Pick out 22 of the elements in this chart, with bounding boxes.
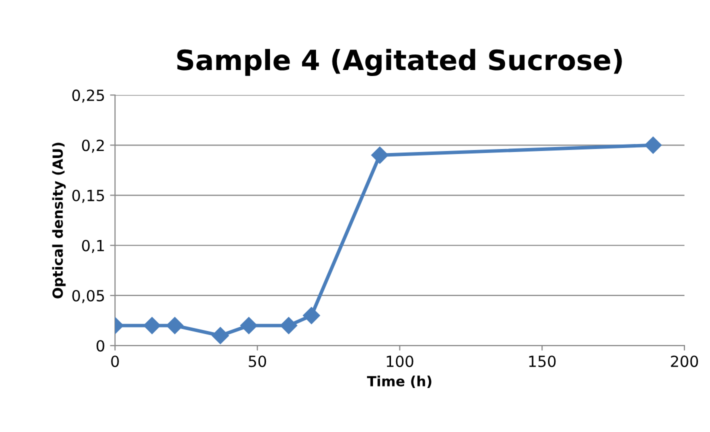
x-tick-label: 100 [386, 356, 414, 368]
y-tick-label: 0,05 [72, 290, 104, 304]
point [644, 136, 662, 154]
point [240, 317, 258, 334]
y-axis-title: Optical density (AU) [52, 142, 66, 298]
point [166, 317, 184, 334]
y-tick-label: 0,1 [82, 240, 104, 253]
point [280, 317, 298, 334]
x-tick-label: 0 [111, 356, 119, 368]
point [212, 327, 229, 344]
x-axis-title: Time (h) [367, 376, 432, 388]
x-tick-label: 150 [529, 356, 556, 368]
point [143, 317, 161, 334]
point [302, 306, 320, 324]
y-tick-label: 0,15 [72, 190, 104, 203]
y-tick-label: 0,25 [72, 90, 104, 103]
point [371, 146, 388, 164]
x-tick-label: 200 [670, 356, 698, 368]
chart-title: Sample 4 (Agitated Sucrose) [177, 48, 622, 76]
x-tick-label: 50 [248, 356, 266, 368]
y-tick-label: 0,2 [82, 140, 104, 153]
y-tick-label: 0 [96, 340, 104, 352]
